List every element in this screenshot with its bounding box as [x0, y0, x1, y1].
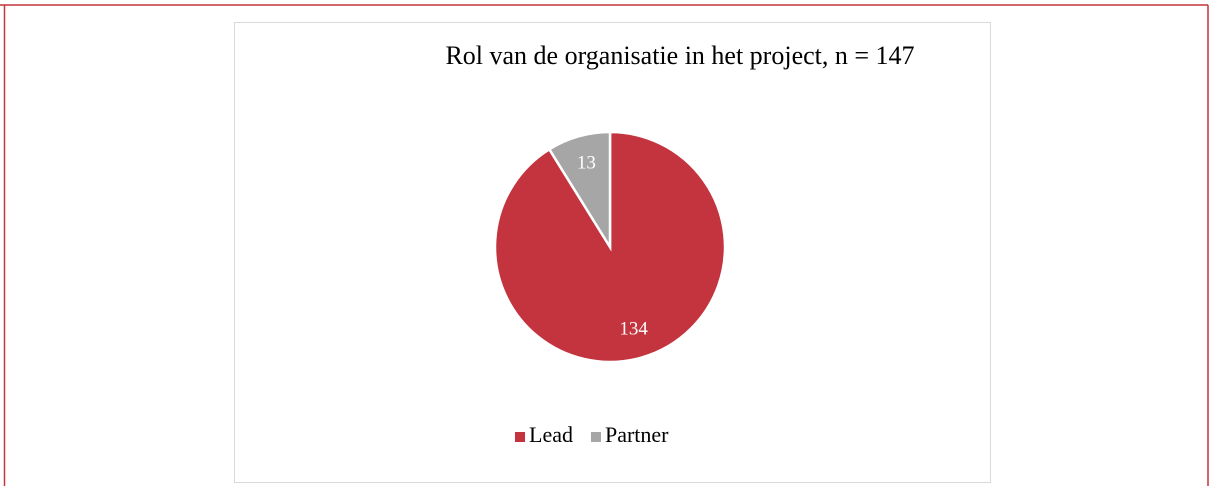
- pie-slice: [493, 130, 727, 364]
- legend-label: Lead: [529, 422, 573, 447]
- data-label: 134: [619, 318, 648, 339]
- legend-swatch: [590, 432, 601, 442]
- chart-title: Rol van de organisatie in het project, n…: [445, 41, 914, 70]
- data-label: 13: [577, 152, 596, 173]
- legend-label: Partner: [605, 422, 669, 447]
- pie-slice: [547, 130, 612, 252]
- legend-swatch: [515, 432, 525, 442]
- plot: 134 13 Lead Partner: [493, 130, 727, 447]
